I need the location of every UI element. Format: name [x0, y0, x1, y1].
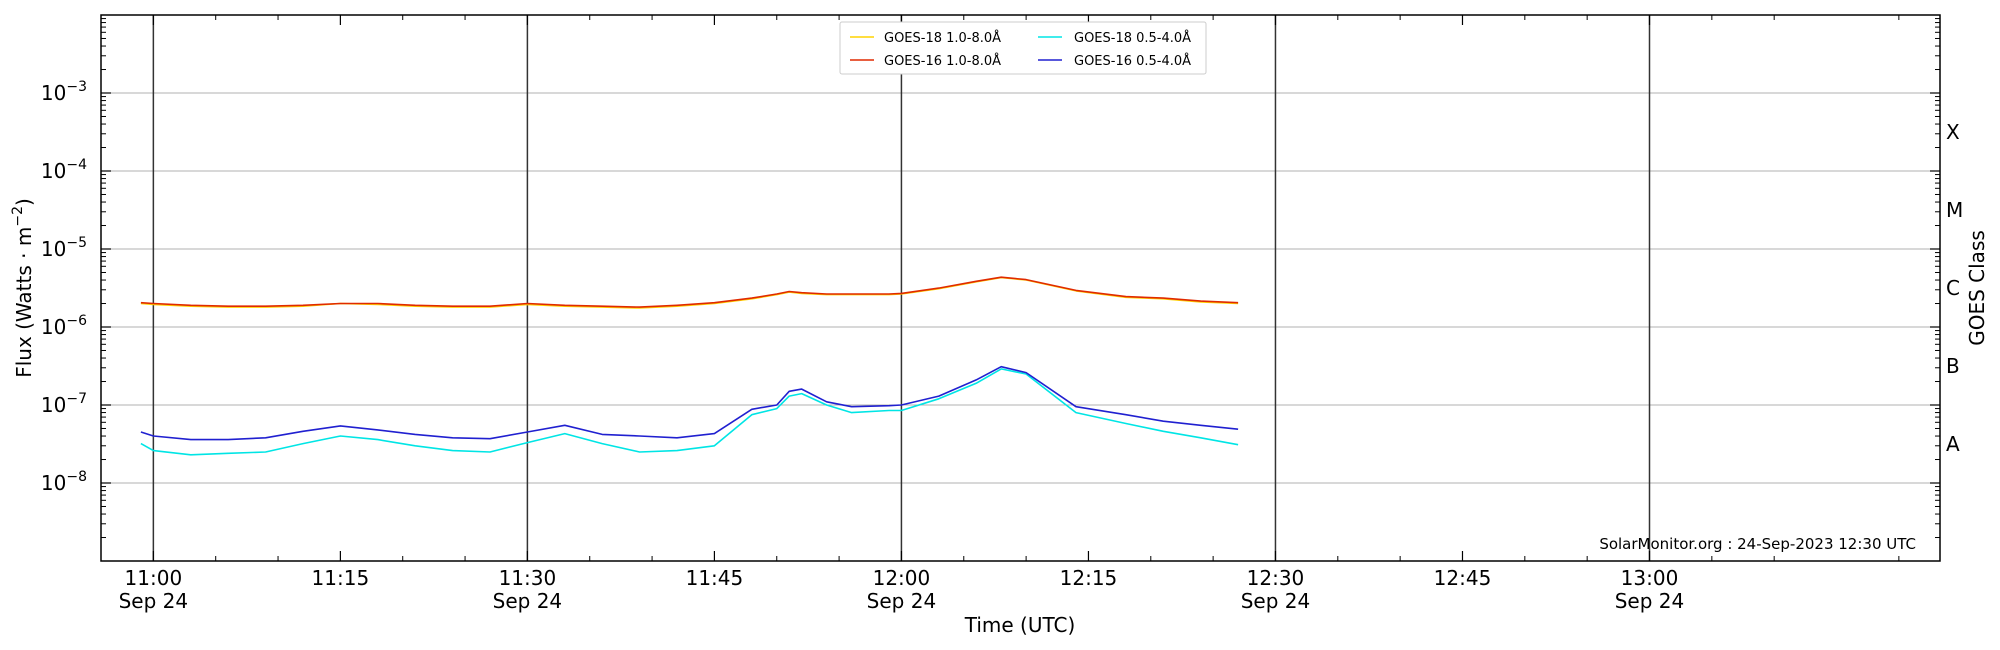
x-tick-label-time: 11:30	[499, 566, 557, 590]
x-tick-label-time: 11:15	[312, 566, 370, 590]
y-tick-label-base: 10	[41, 471, 66, 495]
x-tick-label-date: Sep 24	[867, 589, 937, 613]
goes-class-label: C	[1946, 276, 1960, 300]
legend: GOES-18 1.0-8.0Å GOES-16 1.0-8.0Å GOES-1…	[839, 21, 1207, 75]
goes-class-label: B	[1946, 354, 1960, 378]
series-line-0	[140, 276, 1239, 309]
x-tick-label-time: 12:00	[873, 566, 931, 590]
y-tick-label-exponent: −3	[66, 79, 87, 95]
legend-label-goes16-long: GOES-16 1.0-8.0Å	[884, 53, 1001, 69]
y-tick-label: 10−4	[41, 157, 87, 183]
x-tick-label-date: Sep 24	[493, 589, 563, 613]
x-tick-label-date: Sep 24	[1615, 589, 1685, 613]
y-tick-label-exponent: −7	[66, 391, 87, 407]
legend-label-goes16-short: GOES-16 0.5-4.0Å	[1074, 53, 1191, 69]
plot-frame	[100, 14, 1941, 562]
y-axis-title-main: Flux (Watts · m	[12, 227, 36, 378]
legend-label-goes18-short: GOES-18 0.5-4.0Å	[1074, 30, 1191, 46]
y-axis-title: Flux (Watts · m−2)	[10, 198, 36, 378]
y-tick-label: 10−6	[41, 313, 87, 339]
series-line-1	[140, 276, 1239, 308]
x-tick-label-date: Sep 24	[1241, 589, 1311, 613]
x-tick-label-time: 11:00	[125, 566, 183, 590]
y-tick-label-exponent: −4	[66, 157, 87, 173]
x-tick-label-time: 12:45	[1434, 566, 1492, 590]
x-tick-label-date: Sep 24	[119, 589, 189, 613]
y-tick-label-base: 10	[41, 81, 66, 105]
y-tick-label-exponent: −8	[66, 469, 87, 485]
y-axis-title-exponent: −2	[10, 206, 26, 227]
series-line-2	[140, 368, 1239, 456]
x-axis-title: Time (UTC)	[964, 613, 1076, 637]
y-tick-label: 10−7	[41, 391, 87, 417]
y-tick-label-base: 10	[41, 159, 66, 183]
goes-class-label: M	[1946, 198, 1963, 222]
legend-box	[839, 21, 1207, 75]
series-line-3	[140, 365, 1239, 441]
y-tick-label-exponent: −6	[66, 313, 87, 329]
x-tick-label-time: 13:00	[1621, 566, 1679, 590]
y-tick-label: 10−3	[41, 79, 87, 105]
day-boundary-lines	[152, 15, 1651, 561]
goes-class-label: A	[1946, 432, 1960, 456]
x-tick-label-time: 11:45	[686, 566, 744, 590]
y-tick-label-exponent: −5	[66, 235, 87, 251]
goes-class-axis-title: GOES Class	[1965, 230, 1989, 346]
watermark-text: SolarMonitor.org : 24-Sep-2023 12:30 UTC	[1599, 535, 1916, 553]
y-tick-label-base: 10	[41, 393, 66, 417]
legend-label-goes18-long: GOES-18 1.0-8.0Å	[884, 30, 1001, 46]
y-tick-label: 10−5	[41, 235, 87, 261]
x-tick-label-time: 12:15	[1060, 566, 1118, 590]
y-tick-label: 10−8	[41, 469, 87, 495]
series-lines	[140, 276, 1239, 456]
y-tick-label-base: 10	[41, 237, 66, 261]
y-tick-label-base: 10	[41, 315, 66, 339]
grid-lines	[101, 92, 1940, 484]
goes-class-label: X	[1946, 120, 1960, 144]
x-tick-label-time: 12:30	[1247, 566, 1305, 590]
y-axis-title-close: )	[12, 198, 36, 206]
